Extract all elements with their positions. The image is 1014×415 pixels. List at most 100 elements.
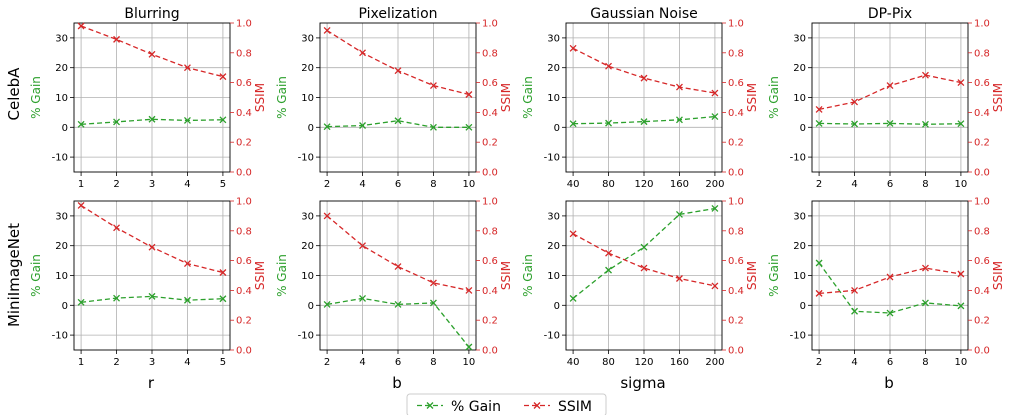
y-tick-label-right: 0.6 — [728, 78, 744, 89]
y-tick-label-right: 0.0 — [482, 346, 498, 357]
data-point-ssim — [675, 275, 683, 282]
y-tick-label-left: 0 — [800, 301, 806, 312]
y-tick-label-left: 0 — [554, 123, 560, 134]
x-tick-label: 2 — [816, 179, 822, 190]
data-point-gain — [605, 119, 613, 127]
y-tick-label-left: 0 — [308, 123, 314, 134]
data-point-ssim — [605, 249, 613, 257]
y-tick-label-left: 0 — [800, 123, 806, 134]
x-tick-label: 8 — [430, 357, 436, 368]
y-tick-label-right: 0.8 — [974, 226, 990, 237]
y-tick-label-left: -10 — [790, 331, 806, 342]
data-point-ssim — [640, 74, 648, 82]
y-tick-label-right: 0.4 — [482, 286, 498, 297]
y-tick-label-left: -10 — [790, 153, 806, 164]
x-tick-label: 200 — [705, 357, 724, 368]
series-line-ssim — [326, 215, 470, 292]
y-tick-label-right: 0.8 — [482, 226, 498, 237]
data-point-ssim — [851, 98, 859, 106]
y-tick-label-right: 0.4 — [728, 286, 744, 297]
series-line-gain — [818, 262, 961, 314]
legend-gain-marker — [426, 402, 434, 409]
y-tick-label-right: 0.0 — [236, 168, 252, 179]
x-tick-label: 6 — [395, 179, 401, 190]
data-point-ssim — [886, 273, 894, 281]
y-tick-label-left: 30 — [793, 211, 806, 222]
y-tick-label-right: 0.6 — [728, 256, 744, 267]
y-axis-label-gain: % Gain — [767, 76, 781, 119]
data-point-gain — [77, 298, 85, 306]
y-tick-label-left: 20 — [547, 63, 560, 74]
y-tick-label-left: 10 — [547, 271, 560, 282]
data-point-gain — [113, 118, 121, 126]
x-tick-label: 10 — [463, 179, 476, 190]
data-point-ssim — [219, 269, 227, 276]
y-axis-label-ssim: SSIM — [253, 83, 267, 112]
y-axis-label-ssim: SSIM — [499, 261, 513, 290]
y-tick-label-left: 0 — [308, 301, 314, 312]
data-point-gain — [675, 116, 683, 124]
y-axis-label-ssim: SSIM — [991, 83, 1005, 112]
y-tick-label-left: 10 — [793, 93, 806, 104]
legend: % Gain SSIM — [406, 393, 607, 415]
y-tick-label-right: 0.4 — [974, 286, 990, 297]
y-tick-label-right: 0.6 — [974, 256, 990, 267]
data-point-gain — [886, 309, 894, 317]
y-tick-label-left: 0 — [554, 301, 560, 312]
y-tick-label-right: 0.4 — [236, 286, 252, 297]
series-line-ssim — [572, 233, 716, 287]
data-point-ssim — [675, 83, 683, 91]
data-point-ssim — [465, 91, 473, 98]
y-tick-label-left: -10 — [298, 331, 314, 342]
data-point-gain — [851, 120, 859, 128]
y-tick-label-left: 10 — [301, 271, 314, 282]
y-tick-label-left: 10 — [55, 93, 68, 104]
data-point-ssim — [394, 263, 402, 271]
x-tick-label: 5 — [220, 357, 226, 368]
y-tick-label-right: 0.0 — [728, 346, 744, 357]
data-point-gain — [183, 116, 191, 124]
x-tick-label: 2 — [324, 357, 330, 368]
y-tick-label-right: 0.6 — [482, 256, 498, 267]
data-point-gain — [605, 266, 613, 274]
x-tick-label: 6 — [395, 357, 401, 368]
data-point-gain — [640, 118, 648, 126]
data-point-ssim — [323, 26, 331, 34]
y-tick-label-left: -10 — [544, 153, 560, 164]
panel-title: Pixelization — [358, 6, 437, 22]
x-tick-label: 2 — [113, 357, 119, 368]
y-axis-label-gain: % Gain — [275, 254, 289, 297]
y-tick-label-left: -10 — [298, 153, 314, 164]
y-tick-label-right: 0.0 — [482, 168, 498, 179]
data-point-ssim — [465, 286, 473, 294]
y-tick-label-left: 30 — [301, 33, 314, 44]
row-label-celeba: CelebA — [5, 67, 23, 121]
y-tick-label-right: 0.0 — [974, 346, 990, 357]
data-point-ssim — [219, 73, 227, 81]
data-point-ssim — [77, 202, 85, 209]
x-tick-label: 10 — [955, 179, 968, 190]
data-point-gain — [957, 302, 965, 310]
y-tick-label-left: 10 — [301, 93, 314, 104]
x-tick-label: 80 — [602, 179, 615, 190]
y-tick-label-right: 0.4 — [236, 108, 252, 119]
data-point-gain — [148, 292, 156, 300]
y-tick-label-left: -10 — [544, 331, 560, 342]
panel-celeba-3: 40 80 120 160 200 -10 0 10 20 30 0.0 0.2 0.4 0.6 0.8 1.… — [521, 6, 759, 190]
panel-miniimagenet-2: 2 4 6 8 10 -10 0 10 20 30 0.0 0.2 0.4 0.6 0.8 1.0 % Gain… — [275, 197, 513, 369]
y-axis-label-ssim: SSIM — [253, 261, 267, 290]
x-tick-label: 8 — [922, 357, 928, 368]
y-tick-label-right: 0.8 — [236, 226, 252, 237]
data-point-gain — [465, 343, 473, 351]
y-tick-label-right: 0.8 — [974, 48, 990, 59]
y-axis-label-gain: % Gain — [275, 76, 289, 119]
column-xlabel-2: b — [392, 374, 402, 392]
data-point-ssim — [148, 243, 156, 251]
y-tick-label-right: 1.0 — [728, 19, 744, 30]
y-tick-label-left: 10 — [547, 93, 560, 104]
y-axis-label-ssim: SSIM — [499, 83, 513, 112]
y-tick-label-left: 0 — [62, 301, 68, 312]
y-tick-label-left: 30 — [301, 211, 314, 222]
y-tick-label-right: 0.6 — [974, 78, 990, 89]
